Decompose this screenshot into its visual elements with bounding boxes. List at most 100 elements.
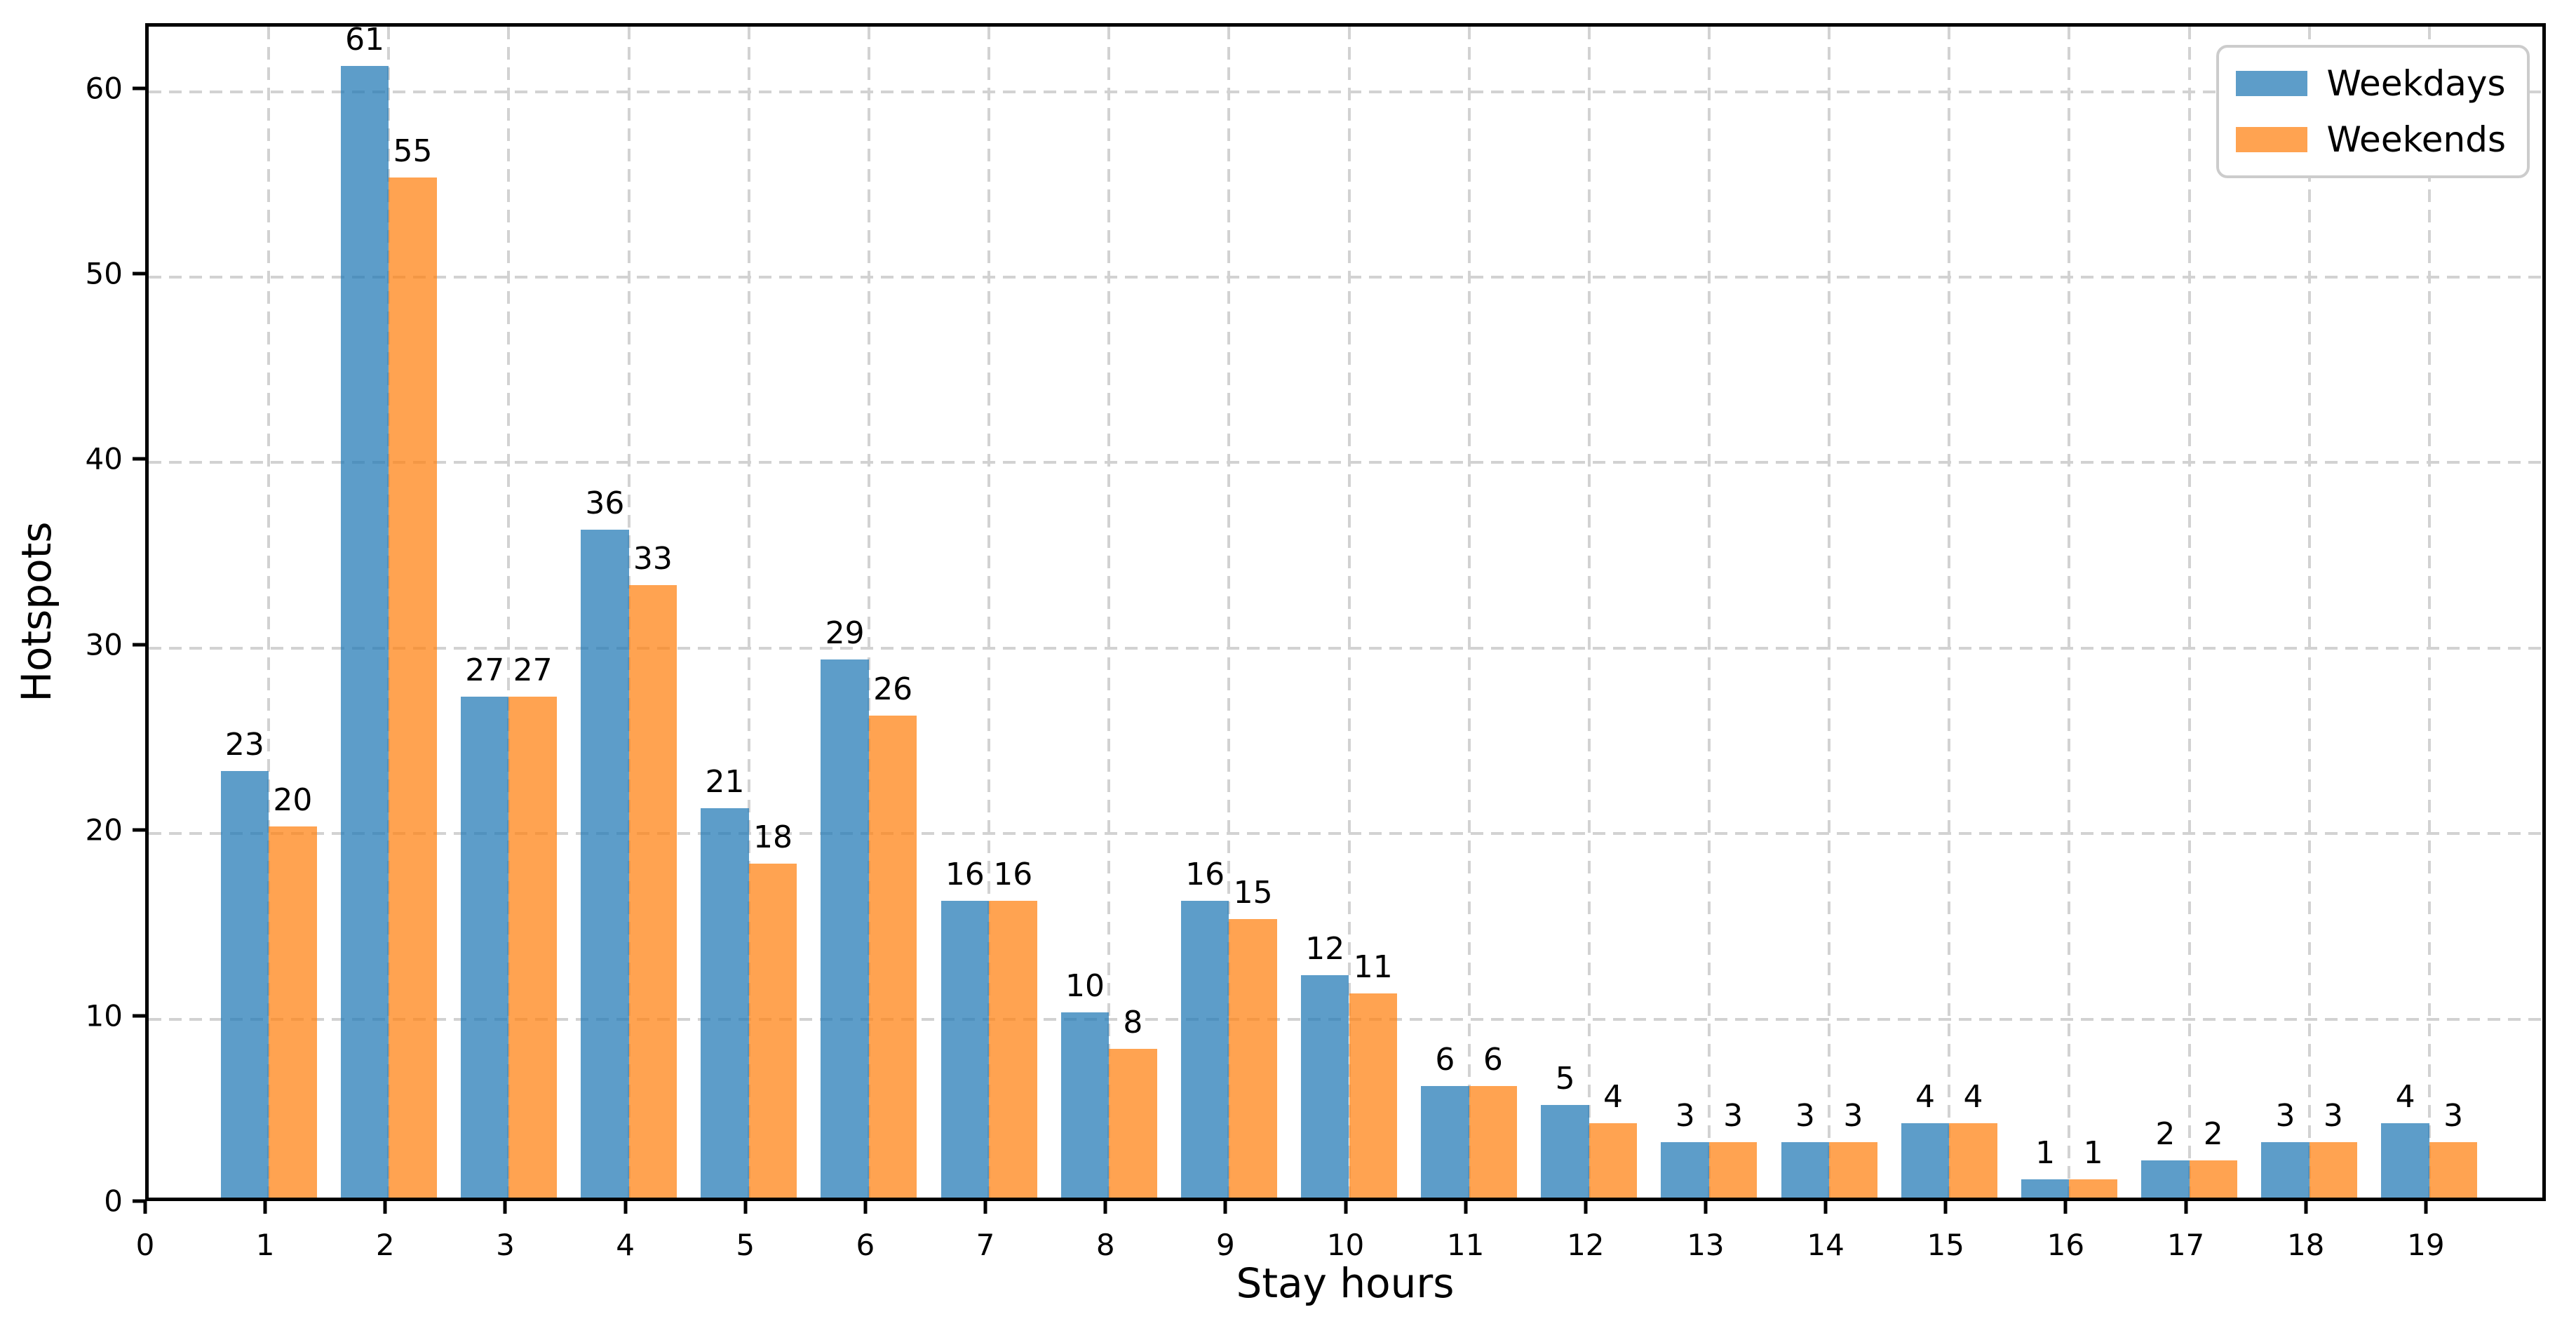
y-tick-40 (133, 457, 145, 461)
gridline-horizontal-20 (149, 832, 2542, 836)
bar-value-label-weekdays-13: 3 (1675, 1097, 1695, 1134)
gridline-vertical-6 (867, 27, 870, 1198)
x-tick-2 (383, 1201, 387, 1214)
bar-weekdays-2 (340, 66, 389, 1198)
bar-weekdays-11 (1421, 1086, 1469, 1198)
gridline-horizontal-40 (149, 461, 2542, 464)
y-tick-label-40: 40 (85, 441, 123, 476)
legend-item-weekends: Weekends (2235, 119, 2506, 160)
bar-value-label-weekdays-15: 4 (1915, 1079, 1936, 1115)
x-tick-label-17: 17 (2166, 1228, 2205, 1262)
bar-value-label-weekends-14: 3 (1843, 1097, 1863, 1134)
x-tick-label-14: 14 (1807, 1228, 1845, 1262)
bar-weekdays-13 (1661, 1141, 1709, 1198)
bar-weekdays-12 (1541, 1104, 1589, 1198)
bar-value-label-weekends-4: 33 (633, 541, 673, 577)
x-tick-3 (503, 1201, 507, 1214)
weekends-swatch-icon (2235, 127, 2307, 152)
bar-value-label-weekdays-9: 16 (1185, 856, 1225, 892)
x-tick-4 (623, 1201, 628, 1214)
x-tick-17 (2184, 1201, 2188, 1214)
x-tick-0 (143, 1201, 147, 1214)
y-tick-0 (133, 1199, 145, 1203)
bar-value-label-weekends-6: 26 (873, 671, 913, 707)
bar-value-label-weekends-8: 8 (1123, 1005, 1143, 1041)
bar-value-label-weekends-7: 16 (993, 856, 1033, 892)
bar-weekdays-15 (1901, 1123, 1950, 1198)
bar-weekdays-6 (821, 659, 869, 1198)
x-tick-label-11: 11 (1446, 1228, 1485, 1262)
legend: Weekdays Weekends (2216, 45, 2530, 178)
y-tick-label-20: 20 (85, 812, 123, 847)
bar-weekends-1 (269, 826, 317, 1198)
gridline-vertical-17 (2187, 27, 2191, 1198)
y-tick-label-0: 0 (104, 1184, 123, 1219)
x-tick-5 (743, 1201, 748, 1214)
plot-area: 23 20 61 55 27 27 36 33 21 18 29 26 16 16 10 8 16 15 12 11 6… (145, 22, 2546, 1201)
bar-value-label-weekends-1: 20 (273, 782, 313, 819)
y-axis-title: Hotspots (13, 521, 60, 702)
x-tick-label-1: 1 (255, 1228, 275, 1262)
legend-label: Weekends (2326, 119, 2506, 160)
bar-weekdays-5 (701, 808, 749, 1198)
bar-weekdays-10 (1301, 974, 1349, 1198)
bar-weekends-11 (1469, 1086, 1518, 1198)
bar-value-label-weekdays-10: 12 (1305, 930, 1345, 967)
x-tick-label-12: 12 (1567, 1228, 1605, 1262)
x-tick-16 (2063, 1201, 2068, 1214)
bar-value-label-weekdays-5: 21 (705, 763, 745, 800)
bar-weekdays-14 (1781, 1141, 1830, 1198)
bar-value-label-weekends-5: 18 (753, 819, 793, 856)
bar-value-label-weekdays-4: 36 (585, 485, 625, 522)
bar-value-label-weekends-13: 3 (1723, 1097, 1744, 1134)
bar-weekends-19 (2429, 1141, 2478, 1198)
y-tick-30 (133, 643, 145, 647)
bar-value-label-weekdays-18: 3 (2275, 1097, 2295, 1134)
bar-weekends-9 (1229, 919, 1277, 1198)
bar-weekdays-19 (2381, 1123, 2429, 1198)
x-tick-12 (1584, 1201, 1588, 1214)
bar-value-label-weekdays-7: 16 (945, 856, 985, 892)
bar-value-label-weekends-10: 11 (1353, 949, 1393, 986)
bar-value-label-weekdays-19: 4 (2395, 1079, 2415, 1115)
x-tick-13 (1704, 1201, 1708, 1214)
gridline-vertical-3 (507, 27, 511, 1198)
bar-weekdays-17 (2141, 1160, 2190, 1198)
gridline-vertical-1 (267, 27, 271, 1198)
bar-weekdays-9 (1180, 900, 1229, 1198)
gridline-vertical-11 (1467, 27, 1471, 1198)
bar-value-label-weekends-3: 27 (513, 652, 553, 689)
x-tick-label-7: 7 (976, 1228, 995, 1262)
x-tick-1 (263, 1201, 267, 1214)
weekdays-swatch-icon (2235, 71, 2307, 96)
x-tick-9 (1223, 1201, 1227, 1214)
bar-value-label-weekends-16: 1 (2083, 1134, 2103, 1171)
x-tick-label-5: 5 (736, 1228, 755, 1262)
x-tick-14 (1823, 1201, 1828, 1214)
bar-weekends-15 (1949, 1123, 1997, 1198)
x-tick-label-10: 10 (1326, 1228, 1365, 1262)
bar-weekdays-7 (940, 900, 990, 1198)
x-tick-label-3: 3 (496, 1228, 515, 1262)
gridline-vertical-8 (1107, 27, 1111, 1198)
bar-weekends-14 (1829, 1141, 1877, 1198)
x-tick-18 (2304, 1201, 2308, 1214)
x-tick-label-6: 6 (856, 1228, 875, 1262)
x-tick-label-18: 18 (2286, 1228, 2325, 1262)
bar-value-label-weekdays-17: 2 (2155, 1116, 2176, 1153)
bar-weekends-7 (989, 900, 1037, 1198)
bar-value-label-weekdays-8: 10 (1065, 967, 1105, 1004)
gridline-vertical-18 (2307, 27, 2311, 1198)
y-tick-50 (133, 272, 145, 276)
bar-value-label-weekends-9: 15 (1233, 875, 1273, 911)
gridline-vertical-14 (1828, 27, 1831, 1198)
bar-weekends-18 (2309, 1141, 2358, 1198)
bar-weekends-10 (1349, 993, 1397, 1198)
x-tick-label-15: 15 (1927, 1228, 1964, 1262)
legend-item-weekdays: Weekdays (2235, 63, 2506, 104)
bar-value-label-weekends-2: 55 (393, 133, 433, 169)
bar-value-label-weekends-17: 2 (2203, 1116, 2223, 1153)
x-tick-label-9: 9 (1215, 1228, 1235, 1262)
x-tick-label-0: 0 (135, 1228, 155, 1262)
